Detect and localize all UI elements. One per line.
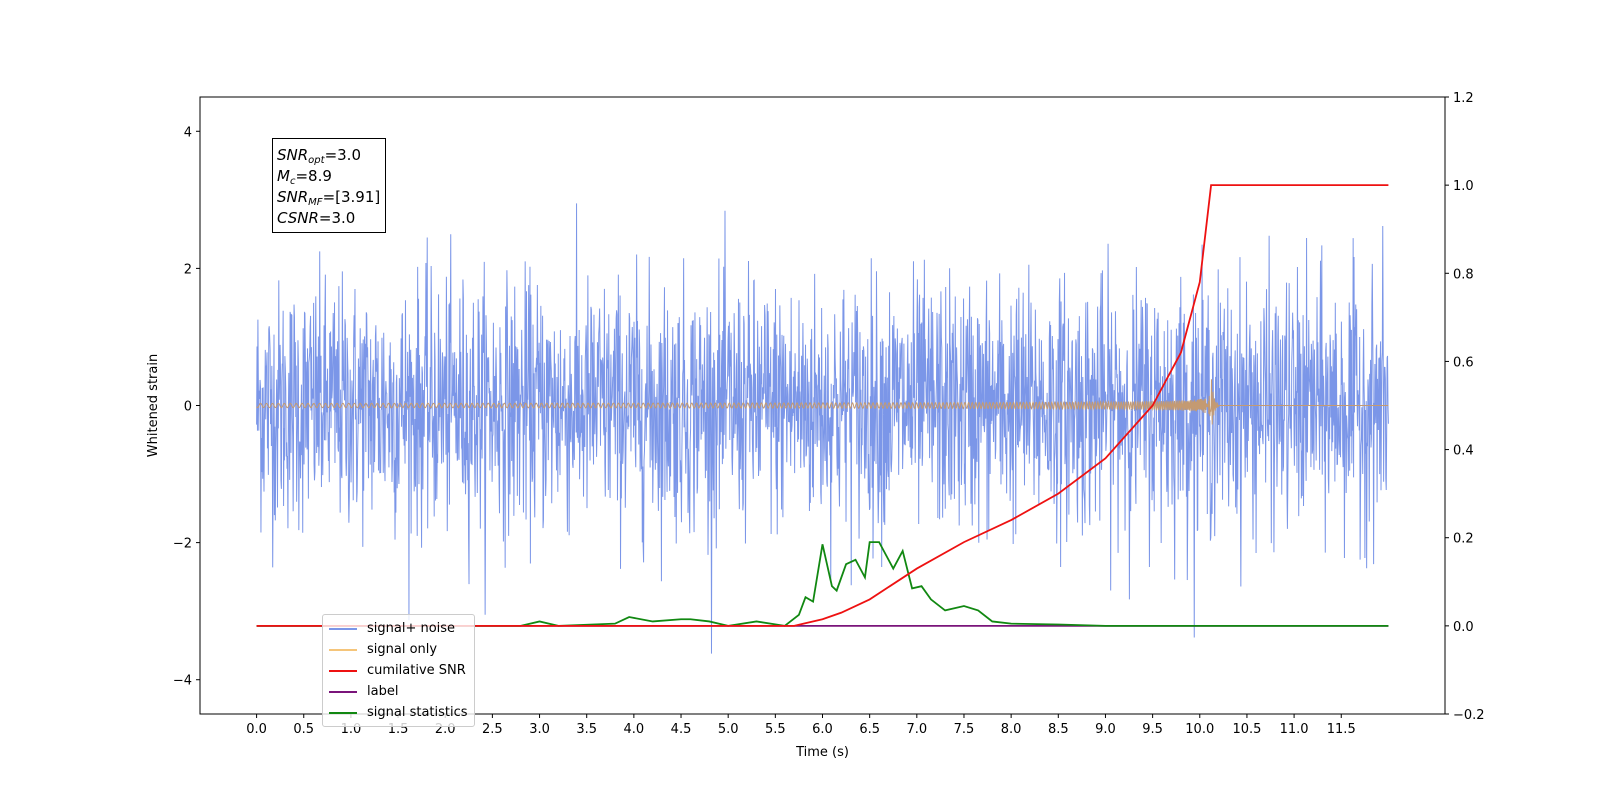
y-right-tick-label: 1.0 (1453, 179, 1474, 194)
x-tick-label: 6.0 (812, 722, 833, 737)
legend-swatch (329, 690, 357, 693)
x-tick-label: 6.5 (859, 722, 880, 737)
legend-label: label (367, 684, 399, 699)
x-axis-label: Time (s) (795, 745, 849, 760)
legend-label: signal+ noise (367, 621, 456, 636)
legend-swatch (329, 711, 357, 714)
y-right-tick-label: 0.0 (1453, 620, 1474, 635)
legend-swatch (329, 669, 357, 672)
x-tick-label: 0.0 (246, 722, 267, 737)
legend-swatch (329, 648, 357, 651)
y-right-tick-label: −0.2 (1453, 708, 1485, 723)
y-tick-label: 4 (184, 125, 192, 140)
snr-mf-line: SNRMF=[3.91] (277, 187, 380, 208)
y-axis-label: Whitened strain (146, 354, 161, 457)
y-right-tick-label: 0.4 (1453, 444, 1474, 459)
signal-plus-noise-series (256, 203, 1389, 654)
mc-line: Mc=8.9 (277, 166, 380, 187)
y-right-tick-label: 0.8 (1453, 267, 1474, 282)
x-tick-label: 3.5 (576, 722, 597, 737)
snr-mf-sub: MF (308, 197, 323, 208)
signal-statistics-line (256, 541, 1389, 627)
cumulative-snr-line (256, 184, 1389, 627)
mc-sub: c (289, 176, 296, 187)
signal-only-series (256, 379, 1389, 425)
y-right-tick-label: 1.2 (1453, 91, 1474, 106)
legend: signal+ noise signal only cumilative SNR… (322, 614, 475, 727)
y-tick-label: −4 (173, 674, 192, 689)
x-tick-label: 8.5 (1048, 722, 1069, 737)
legend-swatch (329, 627, 357, 630)
mc-value: =8.9 (295, 167, 332, 185)
x-tick-label: 7.5 (954, 722, 975, 737)
x-tick-label: 10.0 (1185, 722, 1214, 737)
mc-label: M (277, 167, 290, 185)
snr-opt-sub: opt (308, 155, 325, 166)
legend-label: signal statistics (367, 705, 468, 720)
signal-only-line (256, 379, 1389, 425)
y-tick-label: −2 (173, 537, 192, 552)
x-tick-label: 0.5 (293, 722, 314, 737)
x-tick-label: 2.5 (482, 722, 503, 737)
x-tick-label: 4.5 (671, 722, 692, 737)
x-tick-label: 5.0 (718, 722, 739, 737)
signal-plus-noise-line (256, 203, 1389, 654)
y-tick-label: 2 (184, 262, 192, 277)
snr-opt-line: SNRopt=3.0 (277, 145, 380, 166)
snr-mf-label: SNR (277, 188, 309, 206)
legend-item: signal statistics (329, 702, 468, 723)
legend-item: label (329, 681, 468, 702)
y-right-tick-label: 0.6 (1453, 355, 1474, 370)
y-axis-right: 1.2 1.0 0.8 0.6 0.4 0.2 0.0 −0.2 (1445, 91, 1485, 723)
legend-label: signal only (367, 642, 438, 657)
stats-annotation-box: SNRopt=3.0 Mc=8.9 SNRMF=[3.91] CSNR=3.0 (272, 138, 387, 233)
x-tick-label: 8.0 (1001, 722, 1022, 737)
legend-item: signal only (329, 639, 468, 660)
x-tick-label: 11.5 (1327, 722, 1356, 737)
csnr-label: CSNR (277, 209, 319, 227)
csnr-value: =3.0 (318, 209, 356, 227)
legend-item: signal+ noise (329, 618, 468, 639)
y-axis-left: 4 2 0 −2 −4 (173, 125, 200, 689)
x-tick-label: 9.5 (1142, 722, 1163, 737)
snr-opt-value: =3.0 (324, 146, 361, 164)
legend-label: cumilative SNR (367, 663, 466, 678)
x-tick-label: 3.0 (529, 722, 550, 737)
x-tick-label: 10.5 (1232, 722, 1261, 737)
snr-mf-value: =[3.91] (322, 188, 381, 206)
x-tick-label: 5.5 (765, 722, 786, 737)
snr-opt-label: SNR (277, 146, 309, 164)
csnr-line: CSNR=3.0 (277, 208, 380, 229)
x-tick-label: 11.0 (1280, 722, 1309, 737)
y-tick-label: 0 (184, 400, 192, 415)
x-tick-label: 9.0 (1095, 722, 1116, 737)
y-right-tick-label: 0.2 (1453, 532, 1474, 547)
x-tick-label: 7.0 (906, 722, 927, 737)
legend-item: cumilative SNR (329, 660, 468, 681)
x-tick-label: 4.0 (624, 722, 645, 737)
